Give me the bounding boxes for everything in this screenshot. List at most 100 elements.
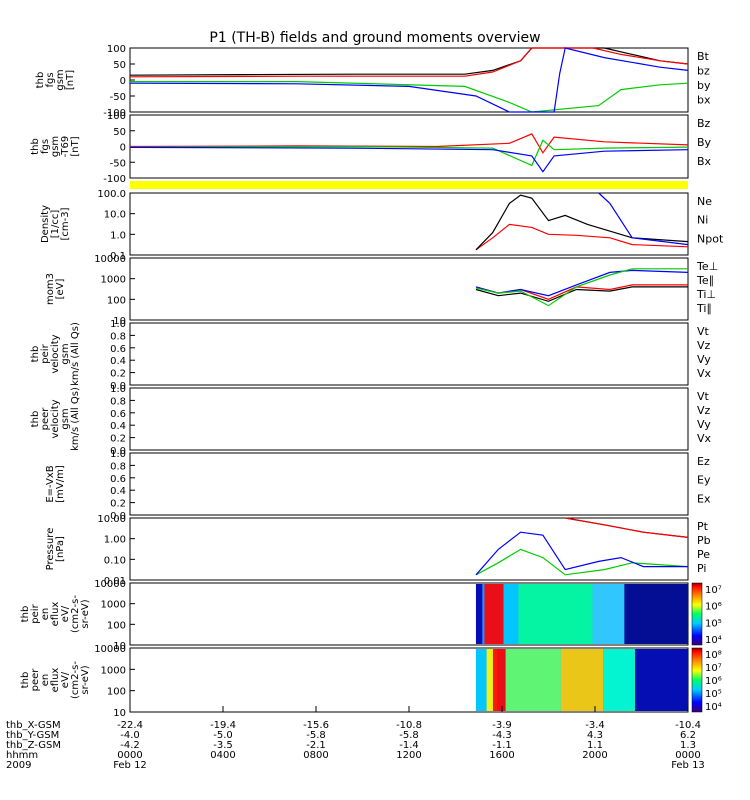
legend-entry: Npot xyxy=(697,232,724,245)
y-tick-label: 0.6 xyxy=(110,409,126,420)
legend-entry: Ti∥ xyxy=(696,302,712,315)
x-tick-label: -3.5 xyxy=(213,740,233,751)
y-tick-label: 0.4 xyxy=(110,356,126,367)
y-axis-label: peer xyxy=(30,668,41,692)
legend-entry: Ti⊥ xyxy=(696,288,716,301)
series-line-Pi xyxy=(475,531,688,576)
colorbar-tick-label: 10⁶ xyxy=(705,676,722,687)
series-line-Npot xyxy=(598,192,689,246)
colorbar-tick-label: 10⁷ xyxy=(705,663,722,674)
y-axis-label: (cm2-s- xyxy=(70,661,81,699)
x-tick-label: -1.4 xyxy=(399,740,419,751)
legend-entry: Bt xyxy=(697,50,710,63)
legend-entry: Ni xyxy=(697,214,708,227)
series-line-Te∥ xyxy=(475,286,688,302)
y-tick-label: 10.0 xyxy=(104,210,126,221)
legend-entry: Te⊥ xyxy=(696,260,718,273)
data-availability-bar xyxy=(130,181,688,189)
y-tick-label: 10000 xyxy=(94,644,126,655)
spectrogram-band xyxy=(592,584,625,644)
legend-entry: Ey xyxy=(697,474,711,487)
y-axis-label: eflux xyxy=(50,668,61,693)
y-axis-label: [nT] xyxy=(65,70,76,90)
y-tick-label: 100 xyxy=(107,620,126,631)
y-tick-label: 0.4 xyxy=(110,486,126,497)
panel-frame xyxy=(129,257,689,321)
panel-frame xyxy=(129,452,689,516)
y-axis-label: gsm xyxy=(60,408,71,429)
y-axis-label: thb xyxy=(20,606,31,623)
y-axis-label: peir xyxy=(30,603,41,623)
y-axis-label: sr-eV) xyxy=(80,665,91,694)
colorbar-tick-label: 10⁵ xyxy=(705,618,722,629)
y-tick-label: 10000 xyxy=(94,254,126,265)
x-row-label: hhmm xyxy=(6,750,38,761)
y-axis-label: mom3 xyxy=(45,273,56,305)
y-tick-label: 100 xyxy=(107,44,126,55)
y-tick-label: 0.8 xyxy=(110,461,126,472)
y-axis-label: en xyxy=(40,608,51,621)
y-axis-label: [nT] xyxy=(70,136,81,156)
series-line-Bt xyxy=(129,47,689,76)
y-tick-label: 10 xyxy=(113,316,126,327)
y-axis-label: velocity xyxy=(50,399,61,438)
y-axis-label: eflux xyxy=(50,602,61,627)
y-tick-label: 1.0 xyxy=(110,230,126,241)
y-tick-label: 100 xyxy=(107,295,126,306)
x-tick-label: -4.2 xyxy=(120,740,140,751)
x-tick-label: 0800 xyxy=(303,750,328,761)
spectrogram-band xyxy=(560,649,604,711)
y-axis-label: peir xyxy=(40,343,51,363)
x-tick-label: Feb 12 xyxy=(113,760,147,771)
x-tick-label: Feb 13 xyxy=(671,760,705,771)
x-tick-label: -1.1 xyxy=(492,740,512,751)
x-tick-label: 0000 xyxy=(675,750,700,761)
x-tick-label: -2.1 xyxy=(306,740,326,751)
x-tick-label: -4.0 xyxy=(120,730,140,741)
x-tick-label: 0400 xyxy=(210,750,235,761)
legend-entry: Vy xyxy=(697,418,711,431)
panel-peer-en-eflux: 10000 1000 100 10 thb peer en eflux eV/(cm2-s-sr… xyxy=(20,644,722,719)
y-tick-label: 10.00 xyxy=(97,514,126,525)
y-tick-label: 1000 xyxy=(101,665,126,676)
y-axis-label: peer xyxy=(40,407,51,431)
y-tick-label: 100 xyxy=(107,687,126,698)
legend-entry: bx xyxy=(697,94,711,107)
y-tick-label: 0.8 xyxy=(110,396,126,407)
legend-entry: by xyxy=(697,79,711,92)
y-tick-label: 1000 xyxy=(101,600,126,611)
legend-entry: Pb xyxy=(697,534,711,547)
legend-entry: Vt xyxy=(697,325,710,338)
y-axis-label: [nPa] xyxy=(55,536,66,562)
x-tick-label: -3.4 xyxy=(585,720,605,731)
y-tick-label: 0 xyxy=(120,76,126,87)
series-line-bx xyxy=(129,47,689,113)
x-row-label: thb_Z-GSM xyxy=(6,740,61,751)
colorbar xyxy=(691,582,703,646)
legend-entry: Bz xyxy=(697,117,711,130)
y-tick-label: 10000 xyxy=(94,579,126,590)
panel-temperature: 10000 1000 100 10 mom3 [eV] Te⊥Te∥Ti⊥Ti∥ xyxy=(45,254,718,327)
y-axis-label: Density xyxy=(40,205,51,243)
spectrogram-band xyxy=(475,584,483,644)
y-axis-label: [eV] xyxy=(55,279,66,300)
x-tick-label: 1.1 xyxy=(587,740,603,751)
x-tick-label: -22.4 xyxy=(117,720,143,731)
y-tick-label: 100 xyxy=(107,111,126,122)
y-axis-label: eV/ xyxy=(60,605,71,622)
y-axis-label: sr-eV) xyxy=(80,599,91,628)
y-axis-label: fgs xyxy=(40,139,51,154)
y-axis-label: km/s (All Qs) xyxy=(70,387,81,451)
legend-entry: Pt xyxy=(697,520,709,533)
y-axis-label: gsm xyxy=(55,69,66,90)
y-axis-label: Pressure xyxy=(45,528,56,571)
y-tick-label: 1.0 xyxy=(110,319,126,330)
y-axis-label: thb xyxy=(30,138,41,155)
y-axis-label: E=-VxB xyxy=(45,465,56,502)
y-axis-label: en xyxy=(40,674,51,687)
legend-entry: Vx xyxy=(697,432,712,445)
colorbar-tick-label: 10⁴ xyxy=(705,702,722,713)
